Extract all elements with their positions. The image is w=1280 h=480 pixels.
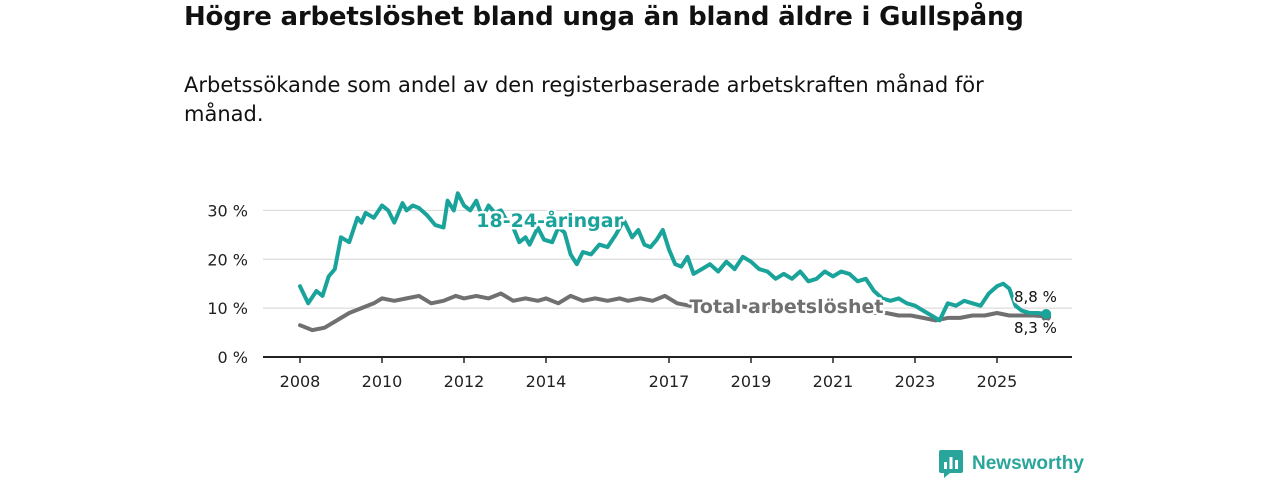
- chart-subtitle: Arbetssökande som andel av den registerb…: [184, 73, 984, 126]
- x-tick-label: 2023: [895, 372, 936, 391]
- line-chart: 0 % 10 % 20 % 30 % 2008 2010 2012 2014 2017 2019…: [207, 191, 1072, 391]
- series-line-youth: [298, 191, 1049, 323]
- x-tick-label: 2025: [977, 372, 1018, 391]
- x-axis-ticks: 2008 2010 2012 2014 2017 2019 2021 2023 2025: [263, 356, 1072, 391]
- series-lines: [298, 191, 1052, 333]
- end-point-youth: [1041, 309, 1052, 320]
- gridlines: [263, 209, 1072, 309]
- x-tick-label: 2012: [444, 372, 485, 391]
- brand: Newsworthy: [938, 448, 1084, 480]
- x-tick-label: 2021: [813, 372, 854, 391]
- x-tick-label: 2008: [280, 372, 321, 391]
- x-tick-label: 2014: [526, 372, 567, 391]
- y-tick-label: 0 %: [218, 348, 248, 367]
- series-label-total: Total arbetslöshet: [690, 296, 884, 318]
- y-tick-label: 10 %: [207, 299, 248, 318]
- y-tick-label: 30 %: [207, 201, 248, 220]
- x-tick-label: 2019: [731, 372, 772, 391]
- x-tick-label: 2017: [649, 372, 690, 391]
- y-tick-label: 20 %: [207, 250, 248, 269]
- x-tick-label: 2010: [362, 372, 403, 391]
- series-line-total: [298, 291, 1049, 333]
- newsworthy-logo-icon: [939, 450, 963, 478]
- end-label-total: 8,3 %: [1014, 319, 1057, 337]
- end-label-youth: 8,8 %: [1014, 288, 1057, 306]
- series-label-youth: 18-24-åringar: [476, 208, 623, 232]
- chart-title: Högre arbetslöshet bland unga än bland ä…: [184, 2, 1024, 32]
- y-axis-ticks: 0 % 10 % 20 % 30 %: [207, 201, 248, 367]
- brand-name: Newsworthy: [972, 453, 1084, 474]
- series-labels: 18-24-åringar Total arbetslöshet 8,8 % 8,3 …: [474, 206, 1059, 340]
